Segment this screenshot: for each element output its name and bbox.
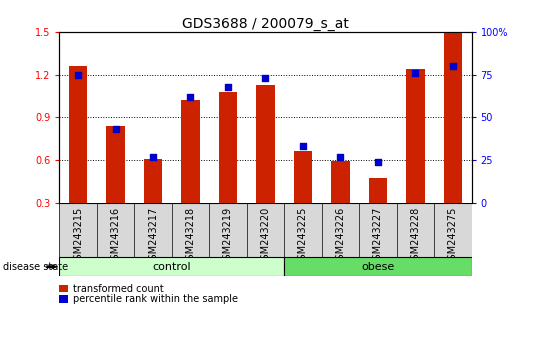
Bar [256, 85, 275, 203]
Text: GSM243215: GSM243215 [73, 207, 83, 266]
Bar [181, 100, 200, 203]
Point [224, 84, 232, 89]
Bar [444, 32, 462, 203]
Point [336, 154, 345, 159]
Text: obese: obese [361, 262, 395, 272]
Text: GSM243217: GSM243217 [148, 207, 158, 266]
Text: GSM243216: GSM243216 [110, 207, 121, 266]
Text: GSM243225: GSM243225 [298, 207, 308, 267]
Bar [219, 92, 237, 203]
Text: transformed count: transformed count [73, 284, 164, 293]
Point [186, 94, 195, 99]
Text: GSM243226: GSM243226 [335, 207, 345, 266]
Text: GSM243227: GSM243227 [373, 207, 383, 267]
Text: control: control [153, 262, 191, 272]
Text: GSM243228: GSM243228 [410, 207, 420, 266]
Bar [106, 126, 125, 203]
Point [111, 126, 120, 132]
Bar [59, 257, 284, 276]
Point [74, 72, 82, 78]
Text: GSM243275: GSM243275 [448, 207, 458, 267]
Point [149, 154, 157, 159]
Bar [406, 69, 425, 203]
Title: GDS3688 / 200079_s_at: GDS3688 / 200079_s_at [182, 17, 349, 31]
Point [261, 75, 270, 81]
Bar [331, 161, 350, 203]
Point [411, 70, 420, 76]
Text: disease state: disease state [3, 262, 68, 272]
Text: GSM243219: GSM243219 [223, 207, 233, 266]
Text: GSM243220: GSM243220 [260, 207, 271, 266]
Bar [369, 178, 388, 203]
Text: percentile rank within the sample: percentile rank within the sample [73, 294, 238, 304]
Point [374, 159, 382, 165]
Point [448, 63, 457, 69]
Bar [284, 257, 472, 276]
Text: GSM243218: GSM243218 [185, 207, 196, 266]
Bar [68, 66, 87, 203]
Point [299, 143, 307, 149]
Bar [294, 152, 312, 203]
Bar [143, 159, 162, 203]
